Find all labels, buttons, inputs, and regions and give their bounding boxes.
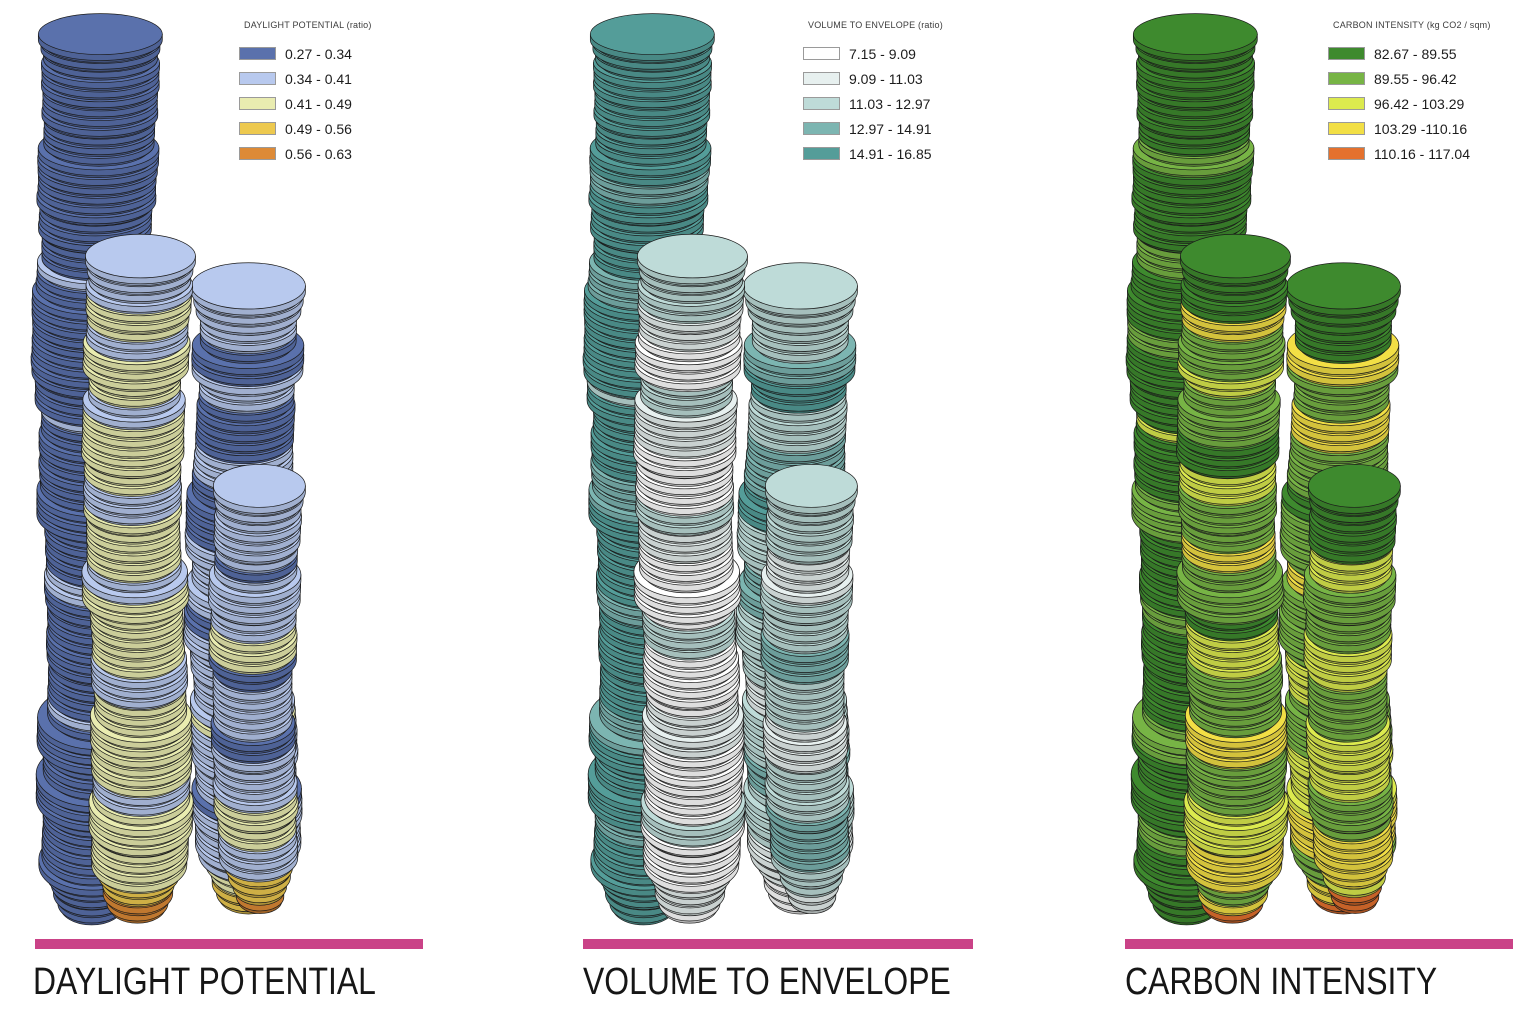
legend-item: 96.42 - 103.29 <box>1328 95 1491 112</box>
legend-swatch <box>803 122 840 135</box>
legend-label: 0.27 - 0.34 <box>285 45 352 62</box>
legend-title: VOLUME TO ENVELOPE (ratio) <box>808 20 943 30</box>
legend-item: 14.91 - 16.85 <box>803 145 943 162</box>
legend-swatch <box>239 47 276 60</box>
legend-label: 0.41 - 0.49 <box>285 95 352 112</box>
legend-label: 12.97 - 14.91 <box>849 120 932 137</box>
volume-panel-title: VOLUME TO ENVELOPE <box>583 961 951 1003</box>
carbon-legend: CARBON INTENSITY (kg CO2 / sqm) 82.67 - … <box>1328 20 1491 172</box>
legend-swatch <box>1328 147 1365 160</box>
carbon-accent-bar <box>1125 939 1513 949</box>
legend-item: 12.97 - 14.91 <box>803 120 943 137</box>
legend-items: 7.15 - 9.09 9.09 - 11.03 11.03 - 12.97 12.9… <box>803 45 943 162</box>
legend-label: 0.34 - 0.41 <box>285 70 352 87</box>
daylight-legend: DAYLIGHT POTENTIAL (ratio) 0.27 - 0.34 0.… <box>239 20 372 172</box>
legend-item: 82.67 - 89.55 <box>1328 45 1491 62</box>
legend-item: 89.55 - 96.42 <box>1328 70 1491 87</box>
legend-item: 0.34 - 0.41 <box>239 70 372 87</box>
legend-swatch <box>803 147 840 160</box>
legend-item: 11.03 - 12.97 <box>803 95 943 112</box>
legend-swatch <box>239 122 276 135</box>
legend-label: 14.91 - 16.85 <box>849 145 932 162</box>
legend-item: 103.29 -110.16 <box>1328 120 1491 137</box>
legend-title: CARBON INTENSITY (kg CO2 / sqm) <box>1333 20 1491 30</box>
carbon-intensity-towers <box>1125 13 1401 925</box>
daylight-potential-towers <box>30 13 306 926</box>
legend-item: 0.49 - 0.56 <box>239 120 372 137</box>
volume-to-envelope-tower-front <box>760 464 858 914</box>
legend-swatch <box>1328 47 1365 60</box>
legend-label: 9.09 - 11.03 <box>849 70 923 87</box>
carbon-panel-title: CARBON INTENSITY <box>1125 961 1438 1003</box>
legend-label: 7.15 - 9.09 <box>849 45 916 62</box>
legend-item: 9.09 - 11.03 <box>803 70 943 87</box>
legend-swatch <box>803 47 840 60</box>
legend-swatch <box>803 72 840 85</box>
legend-item: 0.27 - 0.34 <box>239 45 372 62</box>
legend-label: 110.16 - 117.04 <box>1374 145 1471 162</box>
daylight-potential-tower-front <box>208 464 306 914</box>
legend-swatch <box>239 72 276 85</box>
legend-label: 96.42 - 103.29 <box>1374 95 1465 112</box>
volume-legend: VOLUME TO ENVELOPE (ratio) 7.15 - 9.09 9.… <box>803 20 943 172</box>
volume-to-envelope-tower-mid <box>633 233 748 924</box>
legend-swatch <box>239 97 276 110</box>
legend-swatch <box>1328 72 1365 85</box>
carbon-intensity-tower-front <box>1303 464 1401 914</box>
legend-items: 0.27 - 0.34 0.34 - 0.41 0.41 - 0.49 0.49 - … <box>239 45 372 162</box>
legend-swatch <box>239 147 276 160</box>
volume-accent-bar <box>583 939 973 949</box>
legend-swatch <box>803 97 840 110</box>
legend-swatch <box>1328 97 1365 110</box>
volume-to-envelope-towers <box>582 13 858 926</box>
legend-swatch <box>1328 122 1365 135</box>
legend-label: 0.56 - 0.63 <box>285 145 352 162</box>
legend-label: 0.49 - 0.56 <box>285 120 352 137</box>
daylight-accent-bar <box>35 939 423 949</box>
daylight-panel-title: DAYLIGHT POTENTIAL <box>33 961 376 1003</box>
carbon-intensity-tower-mid <box>1176 233 1291 924</box>
legend-item: 0.41 - 0.49 <box>239 95 372 112</box>
daylight-potential-tower-mid <box>81 233 196 924</box>
legend-label: 82.67 - 89.55 <box>1374 45 1457 62</box>
legend-title: DAYLIGHT POTENTIAL (ratio) <box>244 20 372 30</box>
legend-item: 0.56 - 0.63 <box>239 145 372 162</box>
legend-label: 103.29 -110.16 <box>1374 120 1468 137</box>
legend-label: 11.03 - 12.97 <box>849 95 931 112</box>
legend-label: 89.55 - 96.42 <box>1374 70 1457 87</box>
legend-item: 110.16 - 117.04 <box>1328 145 1491 162</box>
legend-item: 7.15 - 9.09 <box>803 45 943 62</box>
legend-items: 82.67 - 89.55 89.55 - 96.42 96.42 - 103.29… <box>1328 45 1491 162</box>
